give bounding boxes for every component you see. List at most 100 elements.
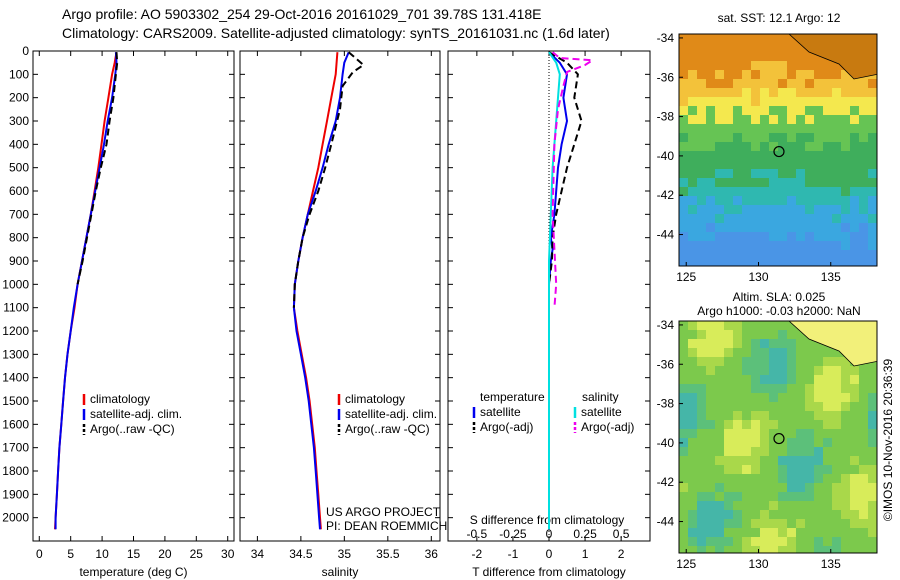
sla_map-cell — [850, 492, 859, 501]
legend-label: climatology — [345, 392, 405, 406]
sla_map-cell — [778, 384, 787, 393]
temperature-panel-xtick-label: 5 — [67, 547, 74, 561]
sla_map-cell — [751, 483, 760, 492]
sla_map-cell — [751, 447, 760, 456]
sst_map-cell — [832, 187, 841, 196]
sst_map-cell — [778, 79, 787, 88]
sst_map-cell — [733, 196, 742, 205]
sla_map-cell — [697, 330, 706, 339]
sla_map-cell — [715, 492, 724, 501]
depth-tick-label: 100 — [9, 67, 29, 81]
sla_map-cell — [859, 420, 868, 429]
sst_map-cell — [805, 79, 814, 88]
sla_map-cell — [697, 375, 706, 384]
sla_map-cell — [868, 447, 877, 456]
sla_map-cell — [814, 411, 823, 420]
sst_map-cell — [778, 160, 787, 169]
sla_map-cell — [841, 384, 850, 393]
sla_map-cell — [823, 420, 832, 429]
sla_map-cell — [832, 537, 841, 546]
sst_map-cell — [832, 223, 841, 232]
sla_map-cell — [823, 375, 832, 384]
sst_map-cell — [733, 133, 742, 142]
sla_map-cell — [715, 501, 724, 510]
sst_map-cell — [679, 223, 688, 232]
sla_map-cell — [805, 483, 814, 492]
sla_map-cell — [796, 402, 805, 411]
sst_map-cell — [688, 70, 697, 79]
sst_map-cell — [787, 259, 796, 266]
sst_map-cell — [787, 169, 796, 178]
sst_map-cell — [760, 79, 769, 88]
sla_map-cell — [760, 339, 769, 348]
legend-title-temperature: temperature — [480, 390, 545, 404]
sla_map-cell — [778, 447, 787, 456]
sla_map-cell — [841, 420, 850, 429]
sst_map-cell — [760, 178, 769, 187]
sst_map-cell — [841, 232, 850, 241]
sla_map-cell — [769, 330, 778, 339]
sla_map-cell — [760, 411, 769, 420]
sla_map-cell — [769, 447, 778, 456]
sla_map-cell — [868, 501, 877, 510]
sla_map-cell — [868, 537, 877, 546]
sla_map-cell — [751, 492, 760, 501]
sst_map-cell — [697, 43, 706, 52]
sst_map-cell — [697, 250, 706, 259]
sst_map-cell — [823, 133, 832, 142]
sst_map-cell — [724, 232, 733, 241]
sst_map-cell — [805, 205, 814, 214]
sst_map-cell — [850, 241, 859, 250]
sst_map-cell — [805, 52, 814, 61]
temperature-panel-xtick-label: 10 — [95, 547, 109, 561]
sst_map-cell — [733, 241, 742, 250]
sst_map-cell — [841, 133, 850, 142]
sla_map-cell — [679, 393, 688, 402]
sla_map-cell — [697, 366, 706, 375]
sla_map-cell — [724, 321, 733, 330]
sst_map-cell — [850, 178, 859, 187]
sst-map-title: sat. SST: 12.1 Argo: 12 — [718, 11, 841, 25]
sla_map-cell — [850, 402, 859, 411]
sst_map-cell — [760, 61, 769, 70]
sst_map-cell — [715, 79, 724, 88]
sst_map-cell — [742, 115, 751, 124]
sst_map-cell — [769, 169, 778, 178]
sst_map-cell — [805, 133, 814, 142]
sst_map-cell — [850, 250, 859, 259]
sla_map-cell — [706, 474, 715, 483]
sst_map-cell — [841, 142, 850, 151]
salinity-series — [292, 51, 366, 530]
sst_map-cell — [814, 214, 823, 223]
sst_map-cell — [760, 34, 769, 43]
sla_map-cell — [679, 330, 688, 339]
sla_map-argo-marker — [773, 432, 785, 445]
sla_map-cell — [823, 528, 832, 537]
sla_map-cell — [724, 366, 733, 375]
sst_map-cell — [724, 160, 733, 169]
sla_map-cell — [850, 465, 859, 474]
sla_map-cell — [688, 447, 697, 456]
sla_map-cell — [787, 402, 796, 411]
sla_map-cell — [760, 492, 769, 501]
sst_map-cell — [859, 169, 868, 178]
sla_map-cell — [751, 384, 760, 393]
sla_map-cell — [751, 411, 760, 420]
sst_map-cell — [805, 241, 814, 250]
sla_map-cell — [733, 456, 742, 465]
sst_map-lat-label: -42 — [657, 188, 675, 202]
sla_map-cell — [751, 429, 760, 438]
temperature-panel-xtick-label: 30 — [221, 547, 235, 561]
sla_map-cell — [688, 465, 697, 474]
sla_map-cell — [814, 375, 823, 384]
sst_map-cell — [751, 124, 760, 133]
sst_map-cell — [751, 223, 760, 232]
sst_map-cell — [796, 124, 805, 133]
sla_map-cell — [778, 537, 787, 546]
sst_map-cell — [769, 232, 778, 241]
sla_map-cell — [832, 375, 841, 384]
sst_map-cell — [859, 115, 868, 124]
sst_map-cell — [715, 250, 724, 259]
sst_map-cell — [706, 88, 715, 97]
sst_map-cell — [769, 124, 778, 133]
